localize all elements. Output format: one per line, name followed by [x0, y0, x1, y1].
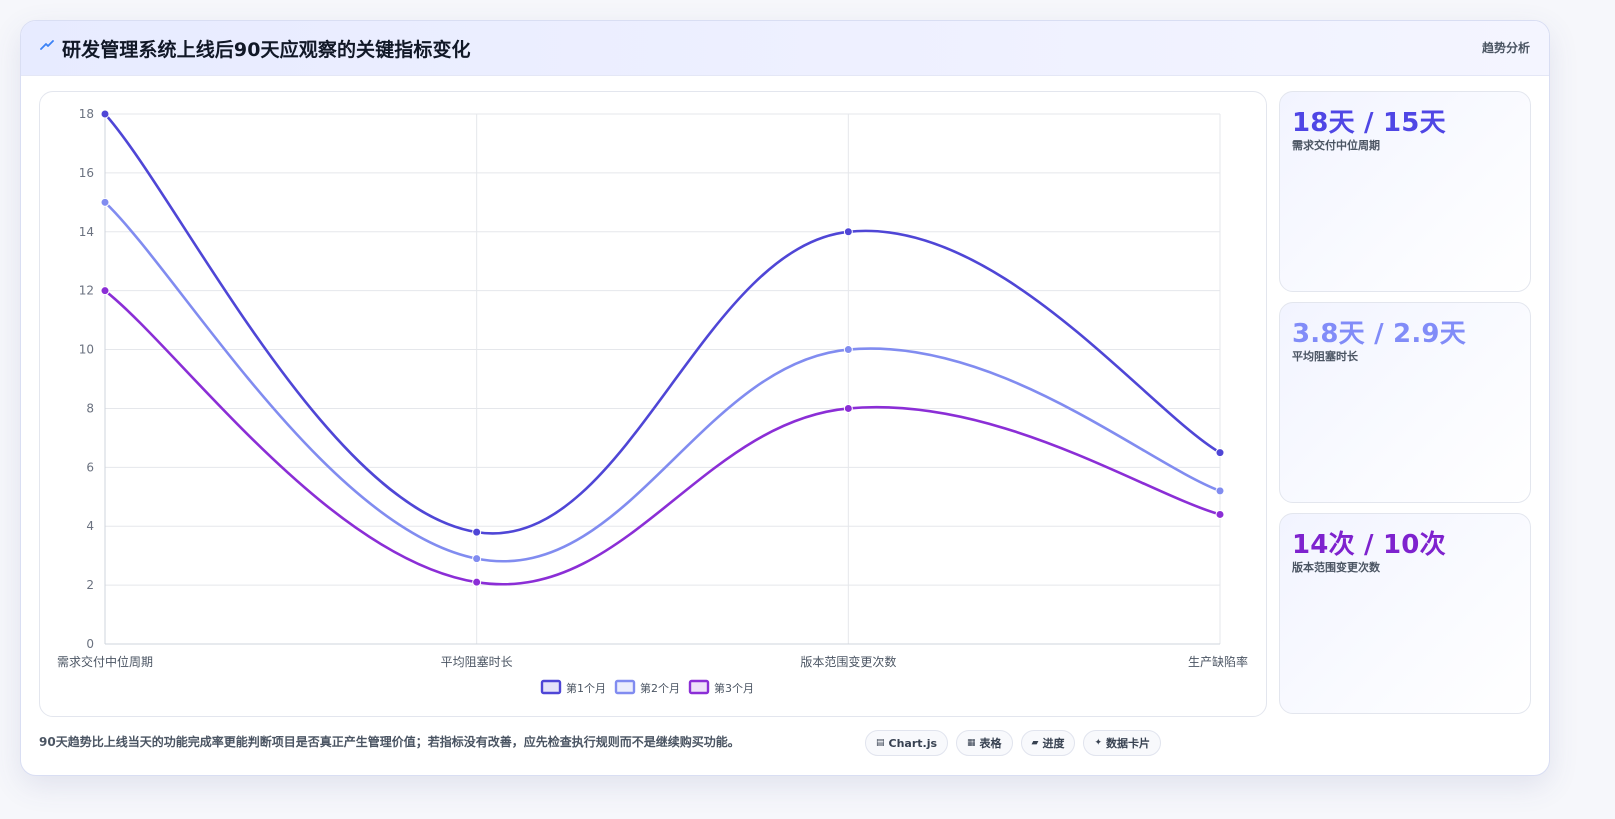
data-point [472, 527, 482, 537]
chip-label: 表格 [979, 737, 1002, 750]
y-tick-label: 16 [79, 166, 94, 180]
stat-label: 需求交付中位周期 [1292, 139, 1380, 152]
legend-label: 第2个月 [640, 681, 680, 695]
series-line-3 [103, 289, 1222, 586]
stat-card-blocking: 3.8天 / 2.9天 平均阻塞时长 [1279, 302, 1531, 503]
x-tick-label: 平均阻塞时长 [441, 654, 513, 669]
stat-label: 版本范围变更次数 [1292, 561, 1380, 574]
data-point [100, 109, 110, 119]
chip-progress[interactable]: ▰ 进度 [1020, 730, 1076, 756]
sparkle-icon: ✦ [1094, 738, 1103, 748]
analysis-tag: 趋势分析 [1481, 41, 1530, 55]
chip-label: 数据卡片 [1106, 737, 1151, 750]
chip-label: 进度 [1042, 737, 1065, 750]
page-title: 研发管理系统上线后90天应观察的关键指标变化 [62, 39, 471, 61]
chip-data-card[interactable]: ✦ 数据卡片 [1083, 730, 1162, 756]
data-point [472, 577, 482, 587]
chip-group: ▤ Chart.js ▦ 表格 ▰ 进度 ✦ 数据卡片 [865, 730, 1162, 756]
progress-icon: ▰ [1031, 738, 1039, 748]
data-point [843, 403, 853, 413]
trend-line-icon [40, 40, 54, 50]
data-point [1215, 486, 1225, 496]
stat-label: 平均阻塞时长 [1292, 350, 1358, 363]
line-chart: 0 2 4 6 8 10 12 14 16 18 需求交付中位周期 平均阻塞时长 版本范围变更次数 生产缺… [57, 107, 1248, 695]
data-point [100, 197, 110, 207]
chart-container: 0 2 4 6 8 10 12 14 16 18 需求交付中位周期 平均阻塞时长 版本范围变更次数 生产缺… [39, 91, 1267, 717]
chip-label: Chart.js [888, 736, 938, 750]
chart-icon: ▤ [876, 738, 885, 748]
stat-value: 14次 / 10次 [1292, 530, 1446, 560]
y-tick-label: 4 [86, 519, 94, 533]
y-tick-label: 0 [86, 637, 94, 651]
y-tick-label: 2 [86, 578, 94, 592]
footer-note: 90天趋势比上线当天的功能完成率更能判断项目是否真正产生管理价值；若指标没有改善… [39, 735, 740, 749]
y-tick-label: 18 [79, 107, 94, 121]
data-point [843, 345, 853, 355]
legend-label: 第1个月 [566, 681, 606, 695]
data-point [100, 286, 110, 296]
dashboard-card: 研发管理系统上线后90天应观察的关键指标变化 趋势分析 0 2 4 6 8 10 12 14 1… [20, 20, 1550, 776]
y-tick-label: 14 [79, 225, 94, 239]
chip-table[interactable]: ▦ 表格 [956, 730, 1013, 756]
card-header: 研发管理系统上线后90天应观察的关键指标变化 趋势分析 [21, 21, 1549, 76]
series-line-1 [103, 112, 1222, 535]
data-point [843, 227, 853, 237]
y-tick-label: 6 [86, 460, 94, 474]
data-point [1215, 448, 1225, 458]
legend-swatch [614, 679, 636, 695]
y-tick-label: 10 [79, 343, 94, 357]
y-tick-label: 12 [79, 284, 94, 298]
x-tick-label: 版本范围变更次数 [800, 654, 896, 669]
x-tick-label: 需求交付中位周期 [57, 654, 153, 669]
stat-value: 18天 / 15天 [1292, 108, 1446, 138]
table-icon: ▦ [967, 738, 976, 748]
stat-value: 3.8天 / 2.9天 [1292, 319, 1466, 349]
stat-card-scope-change: 14次 / 10次 版本范围变更次数 [1279, 513, 1531, 714]
data-point [472, 554, 482, 564]
legend-label: 第3个月 [714, 681, 754, 695]
legend-swatch [688, 679, 710, 695]
data-point [1215, 509, 1225, 519]
y-tick-label: 8 [86, 401, 94, 415]
legend-swatch [540, 679, 562, 695]
chip-chartjs[interactable]: ▤ Chart.js [865, 730, 949, 756]
series-line-2 [103, 201, 1222, 563]
stat-card-delivery: 18天 / 15天 需求交付中位周期 [1279, 91, 1531, 292]
x-tick-label: 生产缺陷率 [1188, 654, 1248, 669]
